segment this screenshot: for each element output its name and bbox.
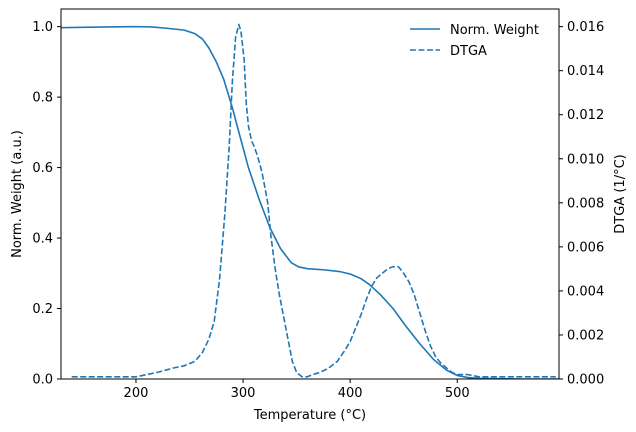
- y2-axis-ticks: 0.000 0.002 0.004 0.006 0.008 0.010 0.012 0.014…: [559, 20, 604, 388]
- y-tick-label: 0.8: [32, 91, 53, 106]
- x-axis-ticks: 200 300 400 500: [124, 379, 470, 401]
- y-axis-ticks: 0.0 0.2 0.4 0.6 0.8 1.0: [32, 20, 61, 388]
- y2-tick-label: 0.012: [567, 108, 604, 123]
- x-axis-label: Temperature (°C): [253, 408, 366, 423]
- x-tick-label: 300: [231, 386, 256, 401]
- y-axis-label: Norm. Weight (a.u.): [10, 130, 25, 258]
- y-tick-label: 0.0: [32, 373, 53, 388]
- y-tick-label: 0.6: [32, 161, 53, 176]
- y-tick-label: 1.0: [32, 20, 53, 35]
- legend-entry-dtga: DTGA: [450, 44, 487, 59]
- y2-tick-label: 0.004: [567, 284, 604, 299]
- series-line-norm-weight: [61, 25, 559, 379]
- y2-tick-label: 0.006: [567, 240, 604, 255]
- x-tick-label: 500: [445, 386, 470, 401]
- plot-frame: [60, 8, 560, 380]
- y2-tick-label: 0.016: [567, 20, 604, 35]
- plot-series: [61, 23, 559, 379]
- y2-tick-label: 0.008: [567, 196, 604, 211]
- y2-axis-label: DTGA (1/°C): [613, 154, 628, 233]
- legend-entry-norm-weight: Norm. Weight: [450, 23, 539, 38]
- y2-tick-label: 0.014: [567, 64, 604, 79]
- x-tick-label: 400: [338, 386, 363, 401]
- y-tick-label: 0.2: [32, 302, 53, 317]
- y2-tick-label: 0.002: [567, 328, 604, 343]
- series-line-dtga: [71, 23, 556, 378]
- y2-tick-label: 0.000: [567, 373, 604, 388]
- legend: Norm. Weight DTGA: [410, 23, 539, 59]
- y2-tick-label: 0.010: [567, 152, 604, 167]
- x-tick-label: 200: [124, 386, 149, 401]
- y-tick-label: 0.4: [32, 232, 53, 247]
